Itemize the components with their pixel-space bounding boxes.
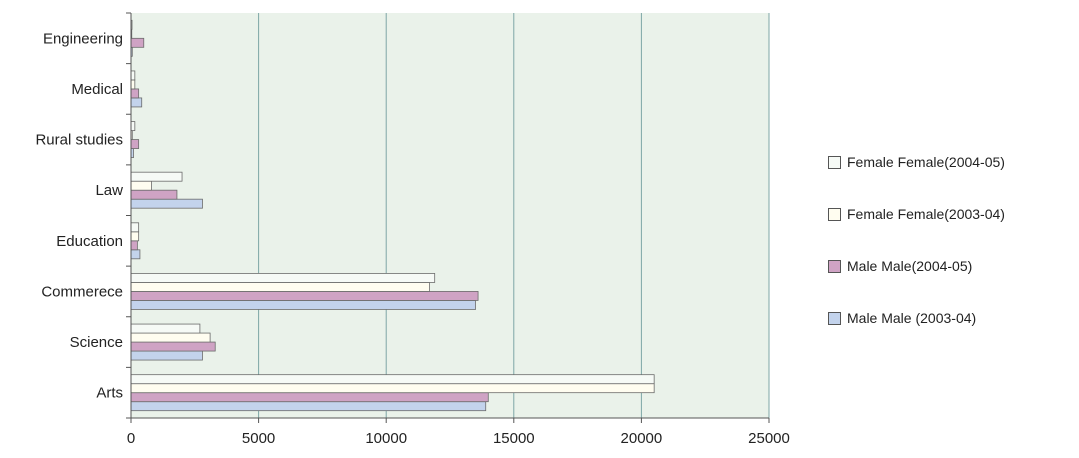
x-tick-label: 20000 — [621, 430, 663, 447]
legend-swatch — [828, 259, 841, 273]
category-label: Education — [56, 233, 123, 250]
bar — [130, 97, 143, 108]
legend-item-female-2004-05: Female Female(2004-05) — [828, 152, 1073, 172]
bar — [130, 222, 140, 233]
bar — [130, 139, 140, 149]
bar — [130, 180, 152, 191]
legend-swatch — [828, 155, 841, 169]
legend-label: Male Male (2003-04) — [847, 310, 977, 326]
category-label: Engineering — [43, 30, 123, 47]
category-label: Science — [70, 334, 123, 351]
bar — [130, 401, 487, 412]
legend-item-male-2003-04: Male Male (2003-04) — [828, 308, 1073, 328]
bar — [130, 332, 211, 343]
gridlines — [130, 13, 770, 423]
legend-label: Female Female(2004-05) — [847, 154, 1005, 170]
bar — [130, 323, 201, 334]
bar — [130, 341, 216, 352]
bar — [130, 282, 430, 292]
bar — [130, 350, 203, 361]
x-tick-labels: 0 5000 10000 15000 20000 25000 — [127, 430, 790, 447]
bar — [130, 121, 136, 131]
plot-background — [131, 13, 769, 418]
bars — [130, 19, 655, 412]
bar — [130, 171, 183, 182]
category-label: Law — [95, 182, 123, 199]
legend-label: Female Female(2003-04) — [847, 206, 1005, 222]
bar — [130, 249, 141, 260]
bar — [130, 88, 140, 99]
category-label: Medical — [71, 81, 123, 98]
x-tick-label: 25000 — [748, 430, 790, 447]
bar-chart: Arts Science Commerece Education Law Rural st… — [35, 12, 790, 447]
bar — [130, 383, 655, 394]
bar — [130, 392, 489, 403]
bar — [130, 70, 136, 81]
bar — [130, 300, 476, 310]
bar — [130, 291, 479, 301]
x-tick-label: 5000 — [242, 430, 275, 447]
bar — [130, 374, 655, 385]
category-label: Commerece — [41, 283, 123, 300]
category-labels: Arts Science Commerece Education Law Rural st… — [35, 30, 123, 401]
x-tick-label: 0 — [127, 430, 135, 447]
legend-swatch — [828, 311, 841, 325]
legend-item-male-2004-05: Male Male(2004-05) — [828, 256, 1073, 276]
x-tick-label: 10000 — [365, 430, 407, 447]
legend-swatch — [828, 207, 841, 221]
bar — [130, 37, 145, 48]
x-tick-label: 15000 — [493, 430, 535, 447]
bar — [130, 79, 136, 90]
bar — [130, 189, 178, 200]
bar — [130, 231, 140, 242]
category-label: Arts — [96, 385, 123, 402]
legend-label: Male Male(2004-05) — [847, 258, 973, 274]
bar — [130, 273, 436, 283]
legend-item-female-2003-04: Female Female(2003-04) — [828, 204, 1073, 224]
category-label: Rural studies — [35, 132, 123, 149]
bar — [130, 198, 203, 209]
y-tick-marks — [126, 12, 131, 419]
legend: Female Female(2004-05) Female Female(200… — [828, 152, 1073, 360]
bar — [130, 240, 138, 251]
